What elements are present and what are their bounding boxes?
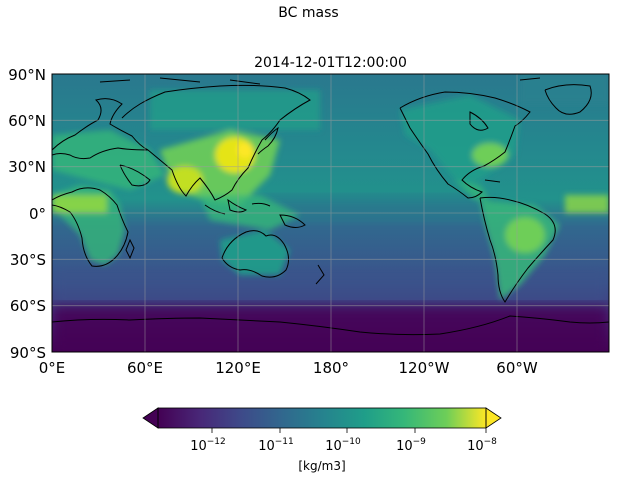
lat-tick-60S: 60°S	[10, 297, 46, 315]
lon-tick-60W: 60°W	[496, 359, 538, 377]
lon-tick-0E: 0°E	[39, 359, 66, 377]
figure-suptitle: BC mass	[278, 5, 339, 21]
lon-tick-60E: 60°E	[127, 359, 163, 377]
lon-tick-120W: 120°W	[399, 359, 450, 377]
lat-tick-90N: 90°N	[8, 66, 46, 84]
lat-tick-0: 0°	[29, 205, 46, 223]
lon-tick-labels: 0°E 60°E 120°E 180° 120°W 60°W	[39, 359, 538, 377]
lon-tick-120E: 120°E	[215, 359, 261, 377]
colorbar-units-label: [kg/m3]	[298, 459, 346, 473]
lon-tick-180: 180°	[313, 359, 349, 377]
cb-tick-1e-8: 10−8	[467, 437, 497, 454]
cb-tick-1e-9: 10−9	[396, 437, 426, 454]
lat-tick-30N: 30°N	[8, 158, 46, 176]
lat-tick-90S: 90°S	[10, 344, 46, 362]
map-gridlines	[52, 74, 609, 352]
cb-tick-1e-12: 10−12	[190, 437, 226, 454]
cb-tick-1e-10: 10−10	[325, 437, 361, 454]
lat-tick-labels: 90°N 60°N 30°N 0° 30°S 60°S 90°S	[8, 66, 46, 362]
lat-tick-30S: 30°S	[10, 251, 46, 269]
map-frame	[51, 73, 610, 353]
cb-tick-1e-11: 10−11	[258, 437, 294, 454]
coastlines	[52, 77, 609, 336]
lat-tick-60N: 60°N	[8, 112, 46, 130]
colorbar: 10−12 10−11 10−10 10−9 10−8	[142, 407, 502, 454]
map-timestamp-title: 2014-12-01T12:00:00	[254, 55, 407, 71]
